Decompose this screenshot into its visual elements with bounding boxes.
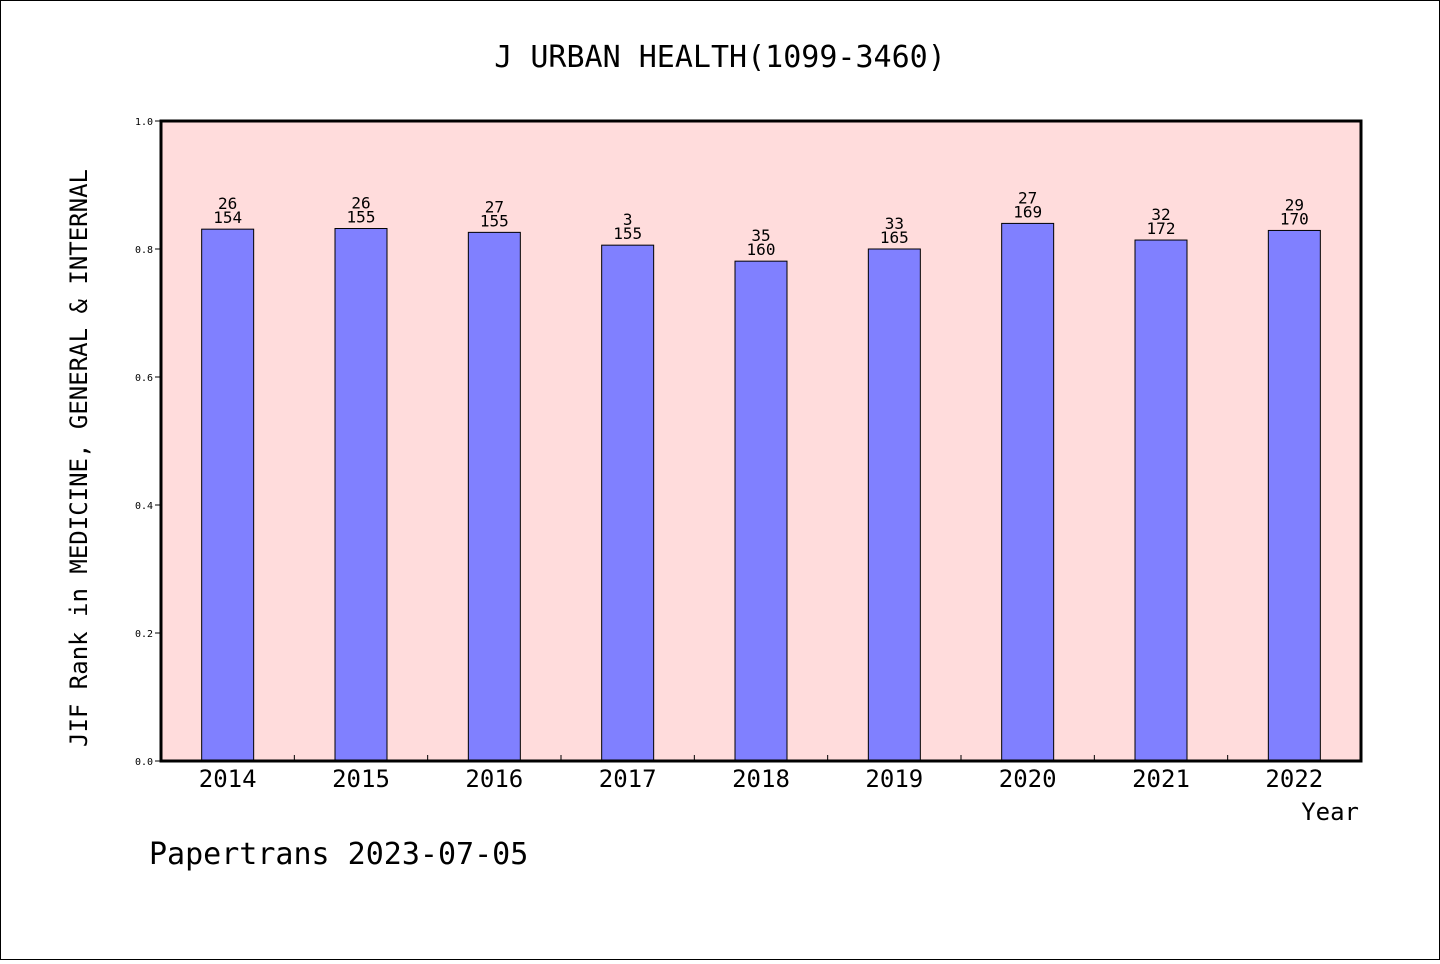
- bar-total-label-2014: 154: [213, 208, 242, 227]
- bar-total-label-2020: 169: [1013, 202, 1042, 221]
- bar-2017: [601, 244, 655, 762]
- y-tick-label-4: 0.8: [135, 245, 153, 256]
- bar-2018: [734, 260, 788, 762]
- bar-total-label-2019: 165: [880, 228, 909, 247]
- bar-rank-label-2016: 27: [485, 197, 504, 216]
- bar-rank-label-2020: 27: [1018, 188, 1037, 207]
- x-tick-label-2020: 2020: [999, 765, 1057, 793]
- bar-rank-label-2019: 33: [885, 214, 904, 233]
- y-tick-label-3: 0.6: [135, 373, 153, 384]
- x-axis-title: Year: [1301, 798, 1359, 826]
- footer-text: Papertrans 2023-07-05: [149, 837, 528, 872]
- y-axis-title: JIF Rank in MEDICINE, GENERAL & INTERNAL: [65, 169, 93, 747]
- x-tick-label-2015: 2015: [332, 765, 390, 793]
- bar-rank-label-2022: 29: [1285, 195, 1304, 214]
- x-axis: 2014 2015 2016 2017 2018 2019 2020 2021 2022: [199, 755, 1323, 793]
- y-axis: 0.0 0.2 0.4 0.6 0.8 1.0: [135, 117, 161, 768]
- x-tick-label-2014: 2014: [199, 765, 257, 793]
- bar-total-label-2016: 155: [480, 211, 509, 230]
- y-tick-label-0: 0.0: [135, 757, 153, 768]
- bar-rank-label-2018: 35: [751, 226, 770, 245]
- bar-rank-label-2021: 32: [1151, 205, 1170, 224]
- plot-frame: [159, 119, 1363, 763]
- x-tick-label-2019: 2019: [865, 765, 923, 793]
- y-tick-label-1: 0.2: [135, 629, 153, 640]
- bar-total-label-2018: 160: [747, 240, 776, 259]
- x-tick-label-2018: 2018: [732, 765, 790, 793]
- bar-2021: [1134, 239, 1188, 762]
- bar-2016: [467, 231, 521, 762]
- bar-2020: [1001, 222, 1055, 762]
- bar-2022: [1267, 229, 1321, 762]
- y-tick-label-5: 1.0: [135, 117, 153, 128]
- bar-total-label-2017: 155: [613, 224, 642, 243]
- chart-title: J URBAN HEALTH(1099-3460): [494, 40, 946, 75]
- bar-2015: [334, 228, 388, 762]
- bar-rank-label-2014: 26: [218, 194, 237, 213]
- x-tick-label-2016: 2016: [465, 765, 523, 793]
- bar-total-label-2022: 170: [1280, 209, 1309, 228]
- bar-total-label-2021: 172: [1147, 219, 1176, 238]
- bar-rank-label-2017: 3: [623, 210, 633, 229]
- bar-2014: [201, 228, 255, 762]
- x-tick-label-2021: 2021: [1132, 765, 1190, 793]
- x-tick-label-2017: 2017: [599, 765, 657, 793]
- bar-rank-label-2015: 26: [351, 194, 370, 213]
- bar-2019: [867, 248, 921, 762]
- bar-total-label-2015: 155: [347, 208, 376, 227]
- y-tick-label-2: 0.4: [135, 501, 153, 512]
- x-tick-label-2022: 2022: [1265, 765, 1323, 793]
